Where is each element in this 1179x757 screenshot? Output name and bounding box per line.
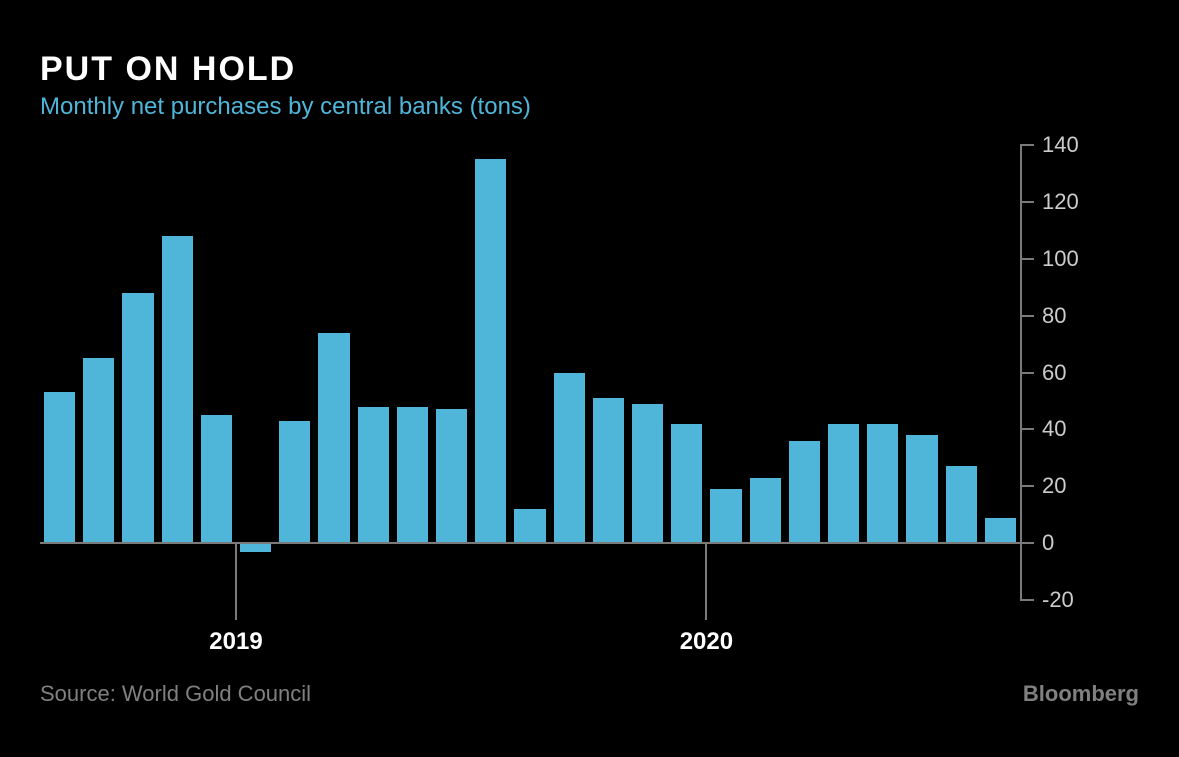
bar xyxy=(946,466,977,543)
y-tick-label: 60 xyxy=(1042,360,1066,386)
bar xyxy=(397,407,428,544)
y-tick-label: -20 xyxy=(1042,587,1074,613)
bar xyxy=(750,478,781,543)
bar xyxy=(632,404,663,543)
bar xyxy=(828,424,859,543)
bar xyxy=(671,424,702,543)
source-text: Source: World Gold Council xyxy=(40,681,311,707)
y-tick-label: 20 xyxy=(1042,473,1066,499)
y-tick-line xyxy=(1020,258,1034,260)
x-tick-label: 2020 xyxy=(680,628,733,656)
bar xyxy=(710,489,741,543)
y-tick-line xyxy=(1020,201,1034,203)
brand-text: Bloomberg xyxy=(1023,681,1139,707)
chart-title: PUT ON HOLD xyxy=(40,50,1139,89)
bar xyxy=(240,543,271,552)
bar xyxy=(44,392,75,543)
x-tick-line xyxy=(705,543,707,620)
bar xyxy=(83,358,114,543)
y-tick-label: 140 xyxy=(1042,132,1079,158)
y-tick-line xyxy=(1020,485,1034,487)
bars-group xyxy=(40,145,1020,600)
y-tick-label: 0 xyxy=(1042,530,1054,556)
bar xyxy=(318,333,349,543)
bar xyxy=(906,435,937,543)
y-tick-line xyxy=(1020,144,1034,146)
bar xyxy=(593,398,624,543)
x-tick-line xyxy=(235,543,237,620)
bar xyxy=(867,424,898,543)
y-tick-line xyxy=(1020,542,1034,544)
y-tick-line xyxy=(1020,599,1034,601)
y-tick-label: 100 xyxy=(1042,246,1079,272)
bar xyxy=(122,293,153,543)
bar xyxy=(436,409,467,543)
y-tick-line xyxy=(1020,315,1034,317)
chart-subtitle: Monthly net purchases by central banks (… xyxy=(40,93,1139,121)
y-tick-label: 40 xyxy=(1042,416,1066,442)
bar xyxy=(985,518,1016,544)
bar xyxy=(514,509,545,543)
y-tick-label: 80 xyxy=(1042,303,1066,329)
x-tick-label: 2019 xyxy=(209,628,262,656)
bar xyxy=(162,236,193,543)
bar xyxy=(279,421,310,543)
bar xyxy=(475,159,506,543)
bar xyxy=(789,441,820,543)
bar xyxy=(554,373,585,544)
chart-plot-area: 20192020 xyxy=(40,145,1040,600)
y-axis: -20020406080100120140 xyxy=(1020,145,1140,600)
y-tick-line xyxy=(1020,428,1034,430)
bar xyxy=(358,407,389,544)
chart-container: PUT ON HOLD Monthly net purchases by cen… xyxy=(0,0,1179,757)
baseline xyxy=(40,542,1020,544)
y-tick-label: 120 xyxy=(1042,189,1079,215)
bar xyxy=(201,415,232,543)
y-tick-line xyxy=(1020,372,1034,374)
